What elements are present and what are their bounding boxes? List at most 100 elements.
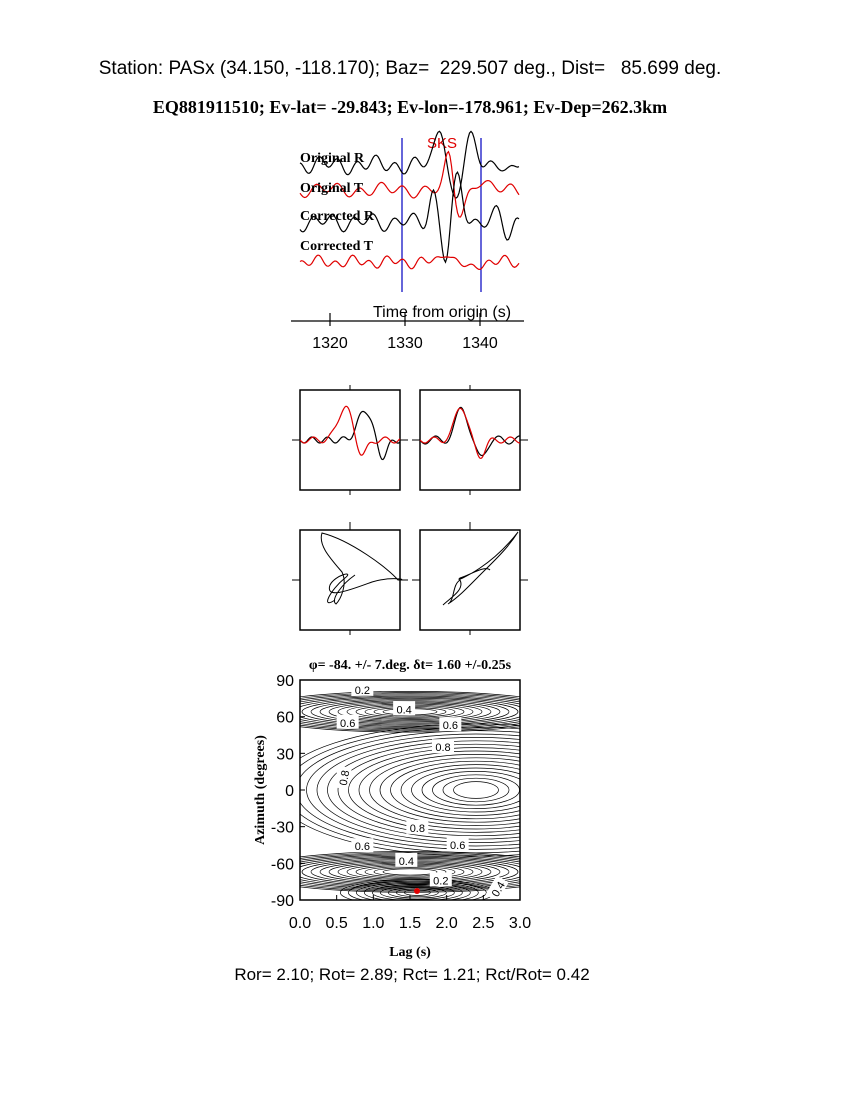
contour-title: φ= -84. +/- 7.deg. δt= 1.60 +/-0.25s [309,658,512,673]
lag-tick-label-3: 1.5 [399,915,421,932]
contour-label-7: 0.6 [351,838,374,853]
contour-line-center-6 [400,764,520,816]
contour-line-center-18 [300,723,520,857]
contour-label-1: 0.4 [393,701,416,716]
contour-y-axis-label: Azimuth (degrees) [253,735,268,845]
particle-motion-panels [292,522,528,635]
svg-text:0.8: 0.8 [338,769,352,786]
contour-line-center-8 [379,757,520,823]
waveform-original-black [299,410,401,461]
trace-original-t [299,150,520,218]
time-axis-ticks: 1320 1330 1340 [312,313,498,352]
contour-label-6: 0.8 [406,819,429,835]
contour-line-band-0-12 [300,695,520,728]
waveform-curves [299,405,521,461]
seismogram-panel: SKS Original R Original T Corrected R Co… [291,130,524,352]
contour-line-center-16 [300,730,520,850]
time-tick-label-0: 1320 [312,335,348,352]
particle-box-corrected [419,529,521,631]
azimuth-tick-label-3: 0 [285,783,294,800]
svg-text:0.6: 0.6 [340,718,355,730]
contour-labels: 0.20.40.6 0.60.80.80.80.60.40.60.2 0.4 [334,681,509,902]
contour-line-band-0-8 [319,700,501,724]
contour-label-8: 0.4 [395,852,418,868]
contour-line-center-2 [442,777,510,803]
svg-text:0.4: 0.4 [396,704,411,716]
svg-text:0.8: 0.8 [435,742,450,754]
contour-line-center-11 [348,747,520,833]
contour-lines [300,691,520,900]
phase-label: SKS [427,135,457,152]
contour-line-center-5 [411,767,520,813]
lag-tick-label-2: 1.0 [362,915,384,932]
trace-original-r [299,130,520,199]
contour-label-10: 0.2 [429,872,452,887]
svg-text:0.4: 0.4 [399,856,414,868]
trace-label-original-r: Original R [300,151,365,166]
contour-line-band-1-16 [300,851,520,893]
contour-label-4: 0.8 [432,739,454,754]
trace-corrected-t [299,254,520,271]
contour-line-band-0-10 [301,697,519,726]
azimuth-tick-label-4: -30 [271,820,294,837]
contour-line-band-0-9 [310,699,510,725]
contour-label-9: 0.6 [446,837,469,852]
contour-line-center-3 [432,774,520,806]
azimuth-tick-label-1: 60 [276,710,294,727]
particle-motion-corrected [442,531,519,606]
contour-line-center-7 [390,760,520,820]
best-fit-marker [414,888,420,894]
trace-corrected-r [299,171,520,264]
contour-line-center-17 [300,726,520,854]
contour-label-3: 0.6 [439,717,462,732]
particle-motion-original [320,532,403,605]
contour-line-center-9 [369,754,520,826]
contour-line-band-0-11 [300,696,520,727]
contour-line-band-0-16 [300,691,520,733]
svg-text:0.6: 0.6 [355,841,370,853]
contour-label-0: 0.2 [351,681,374,697]
svg-text:0.8: 0.8 [410,823,425,835]
contour-line-center-15 [306,733,520,847]
contour-line-band-1-2 [373,867,447,877]
contour-panel: φ= -84. +/- 7.deg. δt= 1.60 +/-0.25s 0.2… [253,658,531,960]
splitting-ratios: Ror= 2.10; Rot= 2.89; Rct= 1.21; Rct/Rot… [234,965,590,984]
contour-axis-ticks: 0.0 0.5 1.0 1.5 2.0 2.5 3.0 90 60 30 0 -30 -60 -90 [271,673,531,932]
contour-line-center-13 [327,740,520,840]
contour-line-band-1-1 [382,868,438,876]
contour-line-band-0-15 [300,692,520,732]
azimuth-tick-label-5: -60 [271,856,294,873]
contour-line-center-4 [421,771,520,809]
event-info: EQ881911510; Ev-lat= -29.843; Ev-lon=-17… [152,97,668,117]
particle-motion-curves [320,531,519,606]
contour-x-axis-label: Lag (s) [389,945,431,960]
lag-tick-label-6: 3.0 [509,915,531,932]
svg-text:0.2: 0.2 [433,875,448,887]
contour-line-band-0-13 [300,694,520,730]
waveform-corrected-red [419,407,521,460]
contour-label-2: 0.6 [336,714,359,730]
time-axis-label: Time from origin (s) [373,304,511,321]
contour-label-5: 0.8 [334,765,352,790]
contour-line-min-7 [356,881,479,900]
time-tick-label-2: 1340 [462,335,498,352]
lag-tick-label-4: 2.0 [436,915,458,932]
lag-tick-label-5: 2.5 [472,915,494,932]
contour-line-min-3 [387,886,447,899]
svg-text:0.6: 0.6 [443,720,458,732]
contour-line-center-12 [337,743,520,837]
contour-line-band-1-15 [300,852,520,892]
trace-label-original-t: Original T [300,181,364,196]
contour-line-center-10 [358,750,520,830]
azimuth-tick-label-0: 90 [276,673,294,690]
contour-line-min-5 [371,884,463,900]
waveform-corrected-black [419,406,520,457]
contour-line-min-8 [348,880,487,900]
contour-line-min-6 [363,883,471,900]
particle-motion-ticks [292,522,528,635]
trace-label-corrected-t: Corrected T [300,239,374,254]
trace-label-corrected-r: Corrected R [300,209,375,224]
contour-line-center-1 [453,781,499,799]
waveform-ticks [292,385,528,495]
